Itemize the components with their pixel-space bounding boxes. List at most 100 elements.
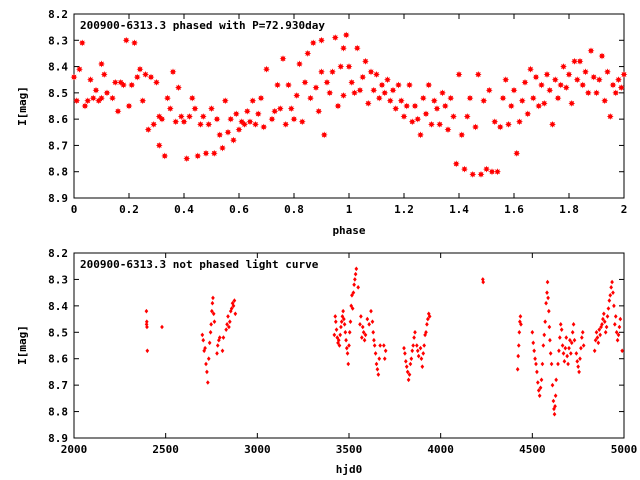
y-tick-label: 8.3	[48, 273, 68, 286]
data-point	[191, 105, 199, 113]
data-point	[233, 311, 238, 317]
data-point	[229, 306, 234, 311]
data-point	[263, 65, 270, 73]
data-point	[518, 97, 526, 105]
data-point	[557, 335, 562, 340]
data-point	[578, 356, 582, 362]
data-point	[232, 298, 237, 303]
data-point	[474, 71, 482, 78]
data-point	[593, 337, 598, 343]
data-point	[561, 351, 566, 356]
data-point	[403, 359, 408, 364]
data-point	[125, 102, 133, 110]
x-tick-label: 3000	[244, 443, 271, 456]
data-point	[344, 337, 348, 343]
data-point	[595, 335, 600, 340]
data-point	[360, 324, 365, 330]
data-point	[513, 149, 521, 157]
data-point	[188, 94, 196, 102]
data-point	[553, 393, 558, 399]
data-point	[207, 340, 212, 346]
data-point	[425, 322, 429, 327]
data-point	[285, 81, 292, 89]
data-point	[235, 126, 243, 134]
data-point	[570, 329, 575, 335]
data-point	[413, 329, 417, 335]
data-point	[200, 332, 205, 338]
data-point	[336, 337, 341, 343]
data-point	[287, 105, 295, 113]
data-point	[576, 57, 584, 65]
data-point	[609, 285, 614, 290]
data-point	[604, 68, 611, 76]
data-point	[408, 118, 416, 126]
data-point	[389, 86, 397, 94]
data-point	[373, 351, 378, 356]
data-point	[212, 319, 217, 325]
data-point	[582, 68, 589, 76]
data-point	[345, 351, 350, 356]
data-point	[560, 343, 565, 348]
data-point	[494, 168, 501, 176]
data-point	[605, 314, 610, 319]
data-point	[433, 105, 441, 113]
data-point	[573, 76, 581, 84]
data-point	[530, 329, 535, 335]
data-point	[571, 322, 576, 327]
data-point	[213, 115, 221, 123]
data-point	[563, 345, 568, 351]
y-tick-label: 8.8	[48, 406, 68, 419]
data-point	[510, 86, 518, 94]
data-point	[405, 369, 410, 375]
data-point	[499, 94, 507, 102]
x-axis-label: hjd0	[336, 463, 363, 476]
data-point	[452, 160, 460, 168]
data-point	[554, 94, 562, 102]
x-tick-label: 0.8	[284, 203, 304, 216]
data-point	[160, 324, 164, 330]
data-point	[155, 142, 163, 149]
x-tick-label: 2000	[61, 443, 88, 456]
data-point	[532, 348, 537, 354]
data-point	[488, 168, 496, 176]
data-point	[365, 316, 370, 322]
data-point	[430, 97, 438, 105]
data-point	[461, 165, 468, 173]
data-point	[423, 332, 427, 338]
y-axis-label: I[mag]	[16, 325, 29, 365]
data-point	[78, 39, 86, 47]
data-point	[601, 316, 605, 322]
data-point	[411, 102, 419, 110]
data-point	[616, 332, 621, 338]
data-point	[128, 81, 136, 89]
data-point	[420, 364, 425, 369]
data-point	[334, 327, 339, 332]
data-point	[111, 78, 119, 86]
data-point	[362, 57, 369, 65]
data-point	[548, 351, 553, 356]
data-point	[279, 55, 287, 63]
data-point	[202, 149, 210, 157]
data-point	[524, 110, 532, 118]
data-point	[252, 121, 259, 128]
data-point	[257, 94, 265, 102]
data-point	[177, 113, 185, 120]
data-point	[608, 292, 613, 298]
data-point	[547, 324, 552, 330]
data-point	[518, 319, 522, 325]
data-point	[458, 131, 466, 139]
data-point	[560, 63, 567, 70]
data-point	[612, 303, 616, 309]
data-point	[345, 63, 353, 70]
data-point	[618, 316, 623, 322]
data-point	[194, 152, 202, 160]
data-point	[412, 335, 416, 340]
data-point	[439, 89, 446, 97]
data-point	[220, 348, 225, 354]
data-point	[172, 118, 180, 126]
data-point	[427, 314, 432, 319]
data-point	[395, 81, 402, 89]
data-point	[358, 322, 362, 327]
y-tick-label: 8.4	[48, 61, 68, 74]
